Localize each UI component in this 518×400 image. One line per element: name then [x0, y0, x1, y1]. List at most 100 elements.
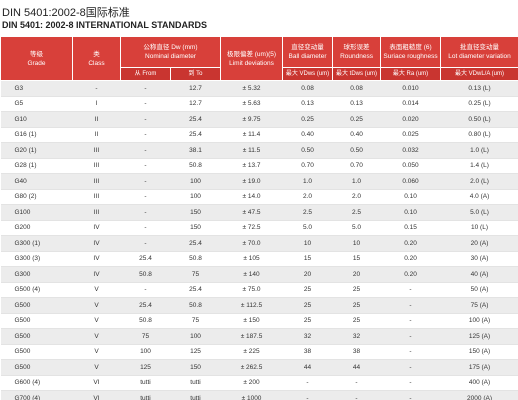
table-cell: 25 [332, 313, 381, 329]
table-cell: 20 [282, 266, 333, 283]
table-row: G16 (1) II -25.4 ± 11.4 0.40 0.40 0.025 0.80 (L… [0, 127, 518, 143]
table-cell: ± 14.0 [220, 189, 283, 205]
table-cell: 20 [332, 266, 381, 283]
table-cell: 0.010 [380, 80, 441, 97]
column-header: 球形误差 Roundness [332, 36, 382, 68]
table-cell: G500 [0, 313, 73, 329]
table-row: G700 (4) VI tutti tutti ± 1000- - -2000 (A) [0, 390, 518, 400]
table-cell: tutti [120, 390, 171, 400]
table-cell: 2.5 [332, 204, 381, 221]
table-cell: 0.13 [332, 96, 381, 112]
table-cell: III [72, 158, 121, 174]
table-row: G80 (2) III -100 ± 14.0 2.0 2.0 0.10 4.0 (A) [0, 189, 518, 205]
table-cell: 44 [282, 359, 333, 376]
table-cell: 100 [170, 189, 221, 205]
table-row: G5 I -12.7 ± 5.63 0.13 0.13 0.014 0.25 (L) [0, 96, 518, 112]
table-row: G40 III -100 ± 19.0 1.0 1.0 0.060 2.0 (L) [0, 173, 518, 190]
table-cell: 10 [282, 235, 333, 252]
table-cell: ± 105 [220, 251, 283, 267]
table-cell: 38 [332, 344, 381, 360]
table-cell: V [72, 297, 121, 314]
table-cell: 150 (A) [440, 344, 518, 360]
table-cell: 15 [332, 251, 381, 267]
table-cell: 0.15 [380, 220, 441, 236]
table-cell: 0.050 [380, 158, 441, 174]
table-cell: G28 (1) [0, 158, 73, 174]
header-en: Ball diameter [288, 53, 327, 60]
table-cell: - [120, 220, 171, 236]
table-cell: 38 [282, 344, 333, 360]
table-cell: 175 (A) [440, 359, 518, 376]
table-cell: - [380, 313, 441, 329]
table-cell: 5.0 (L) [440, 204, 518, 221]
table-cell: ± 225 [220, 344, 283, 360]
table-cell: ± 112.5 [220, 297, 283, 314]
header-zh: 等级 [30, 50, 43, 58]
table-cell: V [72, 359, 121, 376]
table-cell: 0.50 [282, 142, 333, 159]
table-cell: tutti [170, 390, 221, 400]
table-row: G100 III -150 ± 47.5 2.5 2.5 0.10 5.0 (L) [0, 204, 518, 221]
table-cell: 75 (A) [440, 297, 518, 314]
header-en: Nominal diameter [145, 53, 196, 60]
table-cell: ± 11.4 [220, 127, 283, 143]
table-cell: IV [72, 235, 121, 252]
table-cell: III [72, 173, 121, 190]
table-cell: G500 [0, 297, 73, 314]
table-cell: 0.060 [380, 173, 441, 190]
table-cell: ± 140 [220, 266, 283, 283]
header-zh: 直径变动量 [291, 44, 324, 51]
table-cell: G300 (3) [0, 251, 73, 267]
table-cell: III [72, 142, 121, 159]
table-cell: 0.25 [282, 111, 333, 128]
table-cell: G700 (4) [0, 390, 73, 400]
table-cell: ± 11.5 [220, 142, 283, 159]
column-header: 公称直径 Dw (mm) Nominal diameter [119, 36, 222, 68]
table-cell: 0.10 [380, 204, 441, 221]
table-cell: ± 75.0 [220, 282, 283, 298]
table-cell: IV [72, 251, 121, 267]
table-cell: 100 [170, 328, 221, 345]
table-cell: - [120, 142, 171, 159]
table-cell: 150 [170, 204, 221, 221]
header-zh: 批直径变动量 [460, 44, 500, 51]
table-cell: - [120, 204, 171, 221]
table-cell: - [380, 390, 441, 400]
table-cell: tutti [120, 375, 171, 391]
table-cell: - [120, 173, 171, 190]
table-cell: 0.40 [332, 127, 381, 143]
table-cell: ± 187.5 [220, 328, 283, 345]
table-cell: 50 (A) [440, 282, 518, 298]
table-cell: - [380, 375, 441, 391]
table-cell: - [120, 127, 171, 143]
table-cell: 25.4 [120, 251, 171, 267]
table-cell: 5.0 [282, 220, 333, 236]
table-cell: 0.20 [380, 235, 441, 252]
table-cell: 75 [170, 266, 221, 283]
table-cell: 12.7 [170, 80, 221, 97]
table-cell: VI [72, 390, 121, 400]
table-cell: 0.25 (L) [440, 96, 518, 112]
table-cell: I [72, 96, 121, 112]
table-row: G300 (1) IV -25.4 ± 70.0 10 10 0.20 20 (A) [0, 235, 518, 252]
table-cell: 30 (A) [440, 251, 518, 267]
table-cell: 0.50 [332, 142, 381, 159]
table-cell: 25.4 [170, 111, 221, 128]
subheader: 到 To [169, 67, 222, 81]
table-row: G600 (4) VI tutti tutti ± 200- - -400 (A) [0, 375, 518, 391]
table-cell: IV [72, 266, 121, 283]
table-cell: V [72, 313, 121, 329]
table-cell: 32 [282, 328, 333, 345]
table-cell: 150 [170, 359, 221, 376]
table-row: G500 V 125 150 ± 262.5 44 44-175 (A) [0, 359, 518, 376]
table-cell: - [380, 297, 441, 314]
table-cell: ± 47.5 [220, 204, 283, 221]
table-cell: 15 [282, 251, 333, 267]
table-cell: II [72, 127, 121, 143]
table-cell: G500 [0, 328, 73, 345]
header-en: Roundness [340, 53, 373, 60]
table-cell: 0.50 (L) [440, 111, 518, 128]
table-cell: 0.014 [380, 96, 441, 112]
table-cell: 0.80 (L) [440, 127, 518, 143]
table-cell: 2000 (A) [440, 390, 518, 400]
